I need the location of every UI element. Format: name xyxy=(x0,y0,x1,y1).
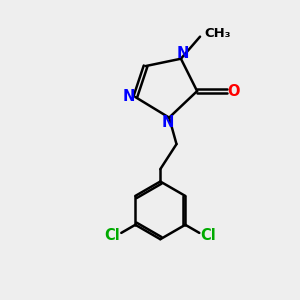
Text: Cl: Cl xyxy=(105,228,120,243)
Text: N: N xyxy=(161,115,174,130)
Text: N: N xyxy=(123,89,135,104)
Text: N: N xyxy=(176,46,189,61)
Text: CH₃: CH₃ xyxy=(205,27,231,40)
Text: Cl: Cl xyxy=(200,228,216,243)
Text: O: O xyxy=(227,84,239,99)
